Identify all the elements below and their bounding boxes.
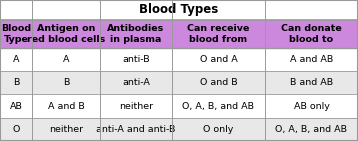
Text: Blood Types: Blood Types (139, 3, 219, 16)
Bar (0, 118, 358, 141)
Text: Can receive
blood from: Can receive blood from (187, 24, 250, 44)
Text: Antibodies
in plasma: Antibodies in plasma (107, 24, 165, 44)
Text: O and B: O and B (199, 78, 237, 87)
Text: O only: O only (203, 125, 233, 134)
Bar (0, 0, 358, 20)
Text: anti-A: anti-A (122, 78, 150, 87)
Bar (0, 48, 358, 71)
Text: B: B (13, 78, 19, 87)
Text: O and A: O and A (199, 55, 237, 64)
Text: AB only: AB only (294, 102, 329, 111)
Text: Can donate
blood to: Can donate blood to (281, 24, 342, 44)
Text: A: A (63, 55, 69, 64)
Text: Blood
Type: Blood Type (1, 24, 31, 44)
Bar (0, 94, 358, 118)
Text: B: B (63, 78, 69, 87)
Text: A and B: A and B (48, 102, 84, 111)
Text: O, A, B, and AB: O, A, B, and AB (275, 125, 348, 134)
Text: anti-B: anti-B (122, 55, 150, 64)
Bar (0, 71, 358, 94)
Text: neither: neither (49, 125, 83, 134)
Text: AB: AB (10, 102, 23, 111)
Text: A and AB: A and AB (290, 55, 333, 64)
Text: neither: neither (119, 102, 153, 111)
Text: A: A (13, 55, 19, 64)
Text: anti-A and anti-B: anti-A and anti-B (96, 125, 176, 134)
Bar (0, 20, 358, 48)
Text: O, A, B, and AB: O, A, B, and AB (182, 102, 255, 111)
Text: O: O (13, 125, 20, 134)
Text: B and AB: B and AB (290, 78, 333, 87)
Text: Antigen on
red blood cells: Antigen on red blood cells (27, 24, 105, 44)
